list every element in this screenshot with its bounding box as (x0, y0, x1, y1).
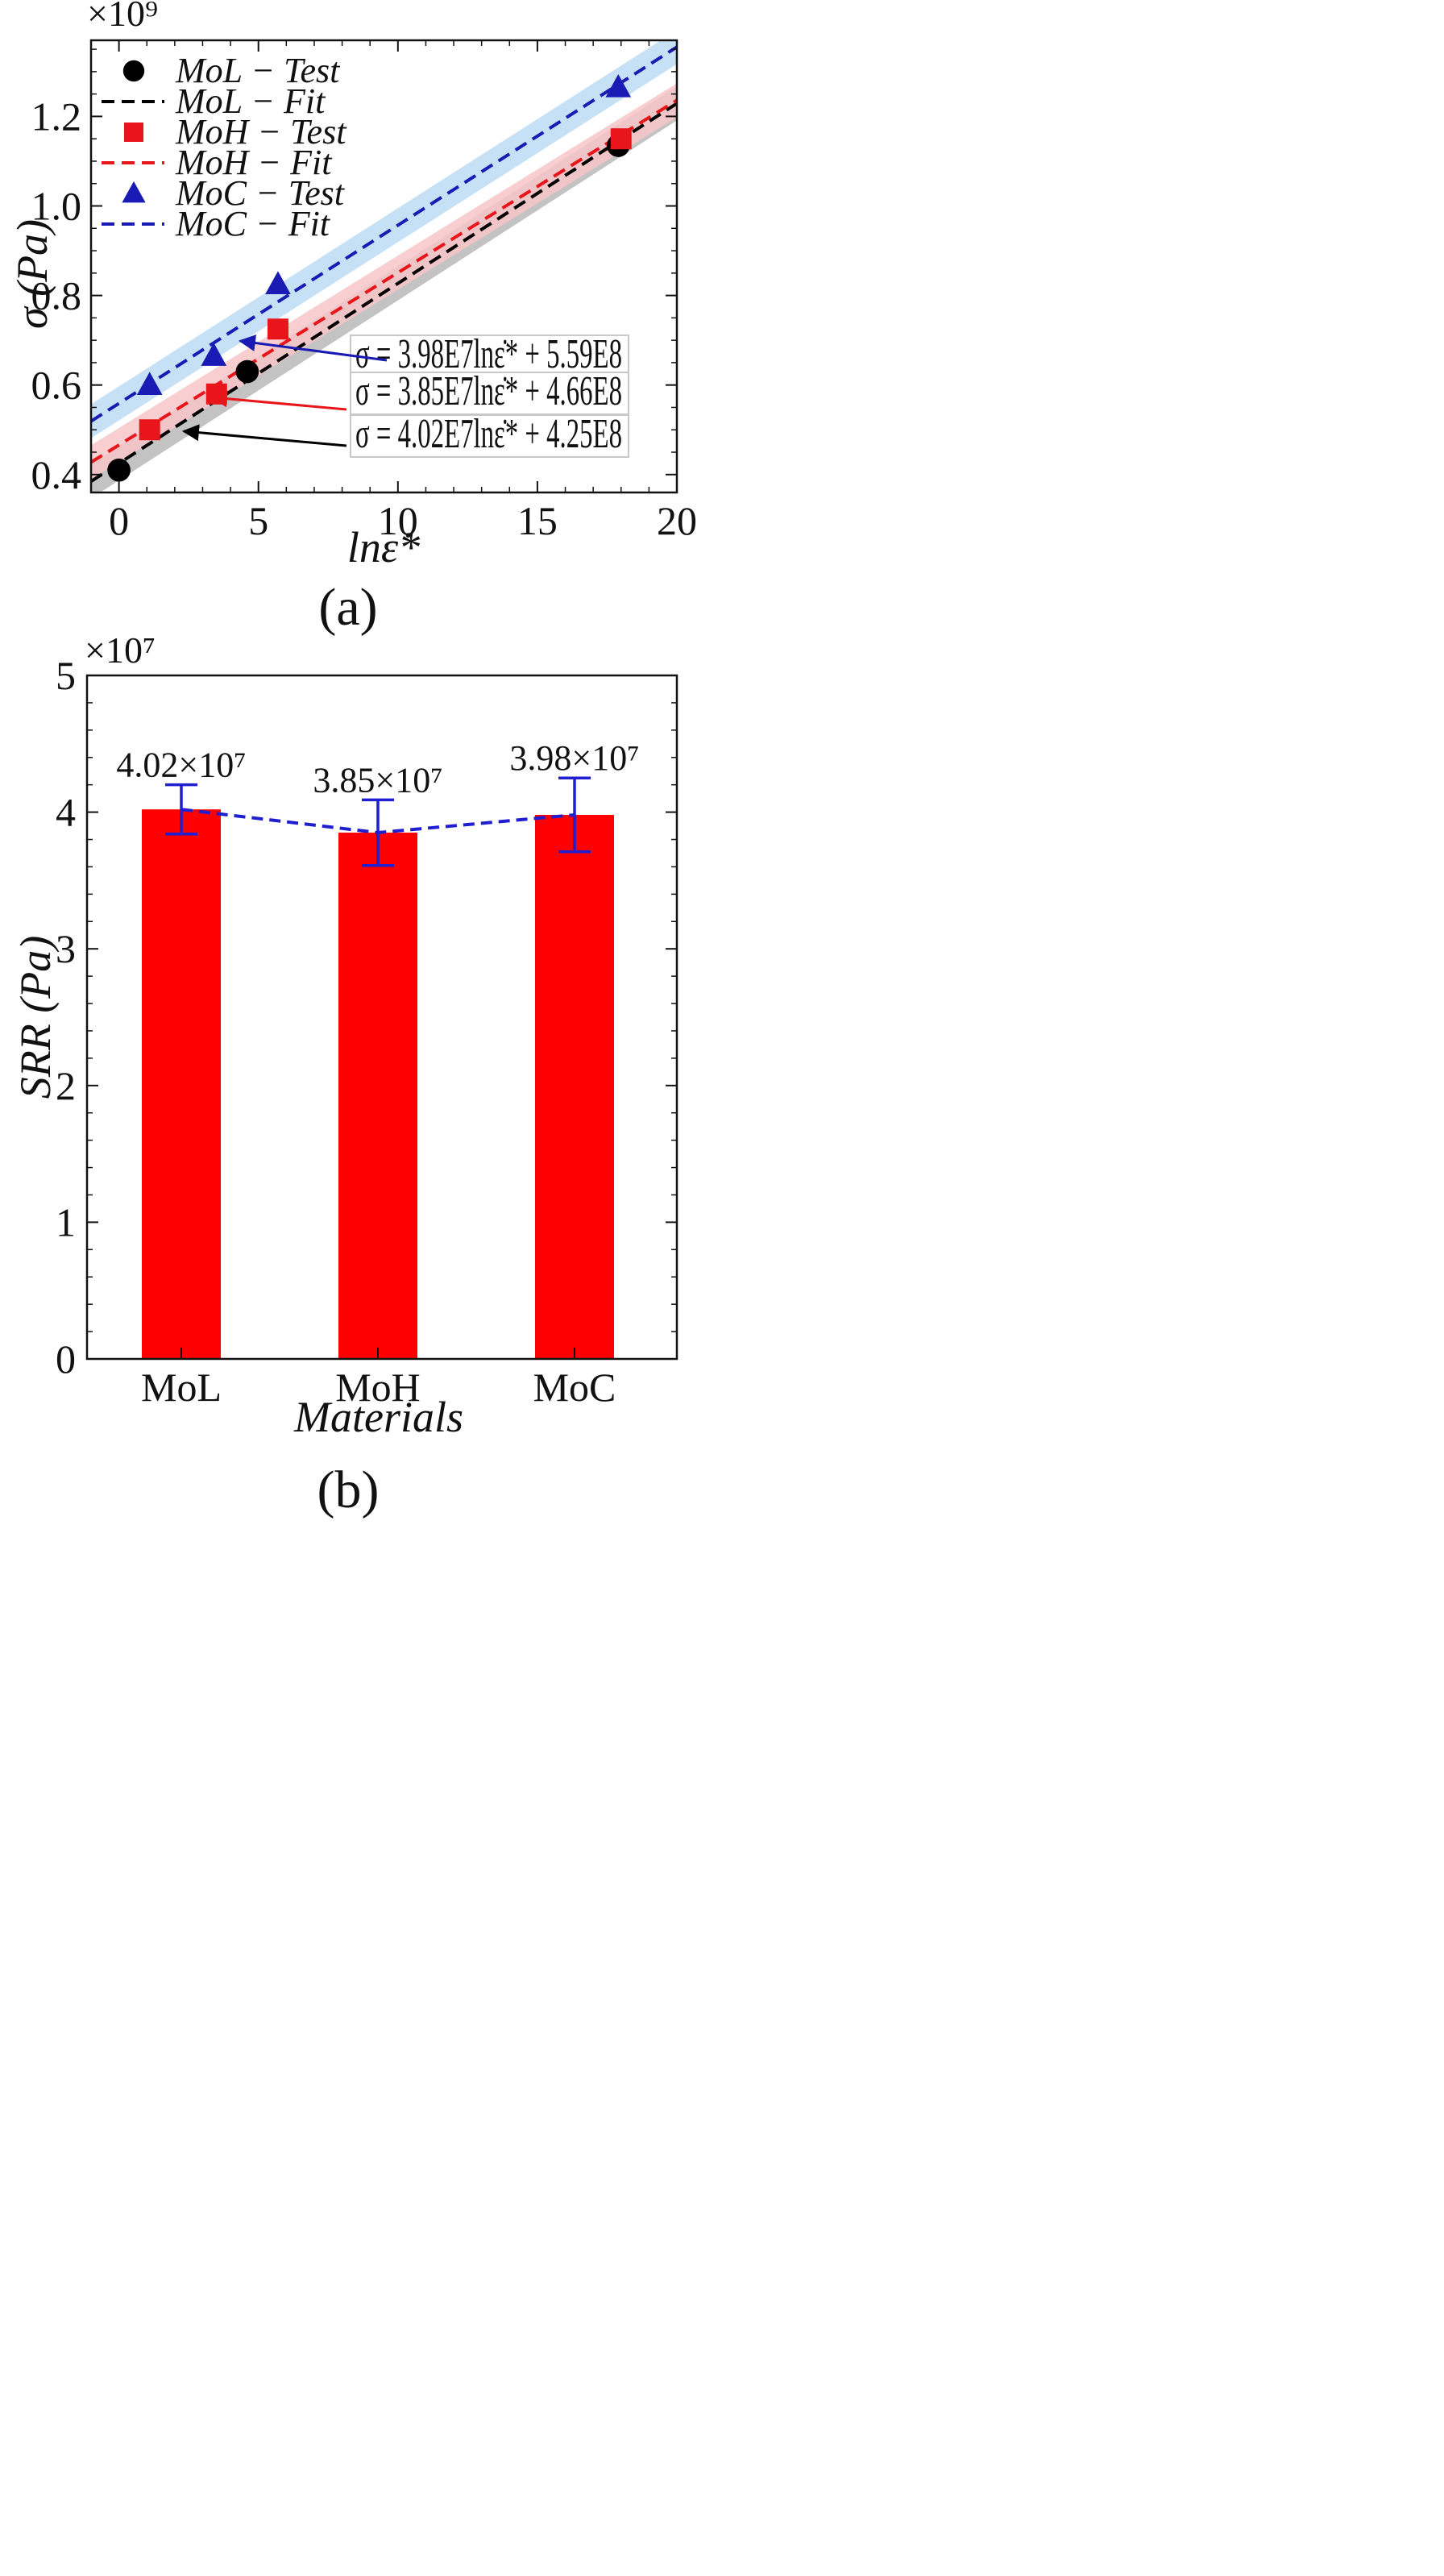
point-moh-2 (267, 318, 288, 340)
legend-label-moc-test: MoC − Test (175, 173, 346, 213)
equation-mol: σ = 4.02E7lnε̇* + 4.25E8 (355, 411, 622, 457)
band-moc (91, 40, 677, 438)
y-tick-label-a: 1.2 (31, 93, 82, 139)
y-tick-label-a: 0.8 (31, 273, 82, 318)
x-tick-label-moc: MoC (533, 1365, 616, 1410)
legend-label-moc-fit: MoC − Fit (175, 204, 331, 243)
legend-label-moh-test: MoH − Test (175, 112, 347, 152)
bar-mol (142, 809, 221, 1359)
y-tick-label-a: 0.4 (31, 452, 82, 497)
x-tick-label-a: 15 (517, 498, 558, 543)
y-tick-label-b: 4 (56, 790, 76, 835)
panel-label-b: (b) (317, 1460, 380, 1519)
axis-ticks-a: 0 5 10 15 20 0.4 0.6 0.8 1.0 1.2 (31, 40, 697, 543)
point-moc-1 (201, 343, 227, 366)
bar-moc (535, 814, 614, 1359)
data-label-moh: 3.85×10⁷ (313, 760, 442, 800)
equation-moc: σ = 3.98E7lnε̇* + 5.59E8 (355, 331, 622, 377)
legend-label-mol-fit: MoL − Fit (175, 81, 326, 121)
point-mol-0 (107, 458, 131, 482)
legend-label-mol-test: MoL − Test (175, 51, 341, 90)
y-tick-label-b: 5 (56, 653, 76, 698)
error-bars (165, 776, 591, 867)
x-tick-label-a: 0 (109, 498, 129, 543)
x-axis-label-a: lnε̇* (347, 523, 420, 571)
arrow-moh (210, 390, 347, 411)
y-tick-label-a: 1.0 (31, 184, 82, 229)
x-tick-label-a: 5 (248, 498, 268, 543)
x-tick-label-moh: MoH (335, 1365, 421, 1410)
y-multiplier-b: ×10⁷ (85, 629, 156, 671)
y-tick-label-a: 0.6 (31, 363, 82, 408)
data-label-mol: 4.02×10⁷ (116, 746, 246, 785)
equation-box-mol (350, 414, 629, 458)
panel-a-chart: 0 5 10 15 20 0.4 0.6 0.8 1.0 1.2 ×10⁹ σ (Pa) lnε̇… (8, 0, 697, 637)
y-multiplier-a: ×10⁹ (87, 0, 158, 34)
x-tick-label-mol: MoL (141, 1365, 222, 1410)
bar-data-labels: 4.02×10⁷ 3.85×10⁷ 3.98×10⁷ (116, 738, 639, 800)
fit-line-moh (91, 98, 677, 464)
y-tick-label-b: 3 (56, 926, 76, 971)
plot-frame-b (85, 674, 678, 1361)
legend-marker-mol (122, 60, 145, 82)
fit-line-moc (91, 45, 677, 423)
bars (142, 809, 614, 1359)
y-tick-label-b: 0 (56, 1336, 76, 1381)
point-moc-0 (136, 372, 163, 395)
x-tick-label-a: 20 (657, 498, 697, 543)
x-tick-label-a: 10 (378, 498, 418, 543)
x-axis-label-b: Materials (293, 1393, 463, 1441)
panel-b-chart: 0 1 2 3 4 5 MoL MoH MoC 4.02×10⁷ 3.85×10⁷ 3.98×10⁷… (11, 629, 678, 1519)
y-tick-label-b: 1 (56, 1199, 76, 1244)
legend-marker-moc (122, 181, 146, 203)
arrow-moc (238, 334, 388, 362)
arrow-mol (181, 424, 347, 447)
point-moc-3 (605, 73, 632, 98)
point-moh-0 (139, 419, 160, 441)
axis-ticks-b: 0 1 2 3 4 5 MoL MoH MoC (56, 653, 677, 1410)
y-axis-label-a: σ (Pa) (8, 219, 56, 329)
equation-moh: σ = 3.85E7lnε̇* + 4.66E8 (355, 368, 622, 414)
y-tick-label-b: 2 (56, 1063, 76, 1108)
plot-frame-a (89, 39, 678, 494)
fit-line-mol (91, 102, 677, 483)
point-moh-3 (610, 128, 632, 150)
data-label-moc: 3.98×10⁷ (509, 738, 639, 778)
point-mol-1 (235, 359, 259, 384)
legend-label-moh-fit: MoH − Fit (175, 143, 333, 182)
point-moc-2 (265, 271, 291, 295)
fit-lines (91, 45, 677, 483)
bar-moh (338, 833, 417, 1359)
panel-label-a: (a) (318, 578, 377, 637)
y-axis-label-b: SRR (Pa) (11, 936, 60, 1099)
point-moh-1 (205, 383, 227, 405)
legend-marker-moh (124, 123, 143, 142)
